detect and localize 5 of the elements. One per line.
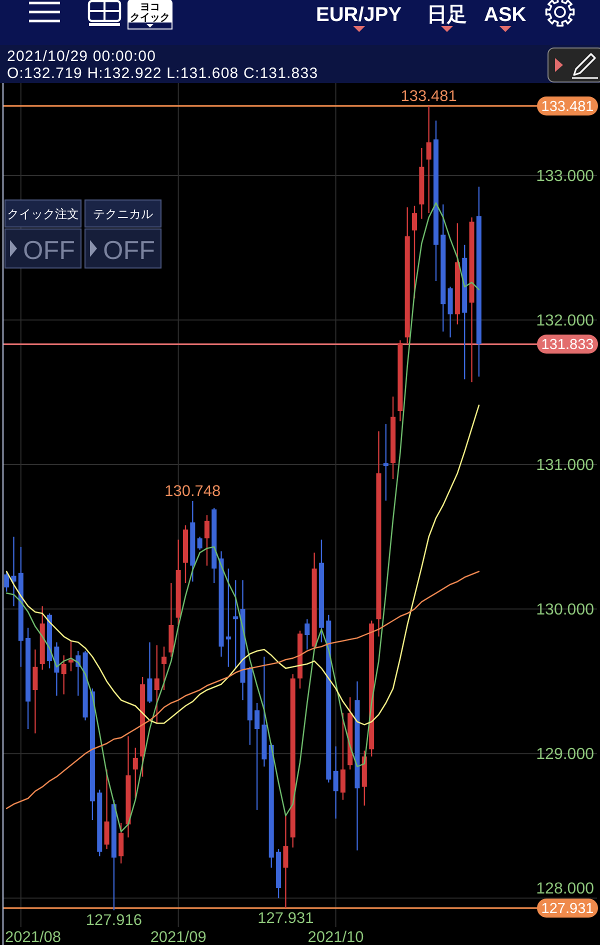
ref-line-label: 131.833 xyxy=(541,337,594,354)
ref-line-label: 133.481 xyxy=(541,98,594,115)
title: EUR/JPY xyxy=(316,4,402,26)
ref-line-label: 127.931 xyxy=(541,901,594,918)
date: 2021/10/29 00:00:00 xyxy=(7,48,156,65)
